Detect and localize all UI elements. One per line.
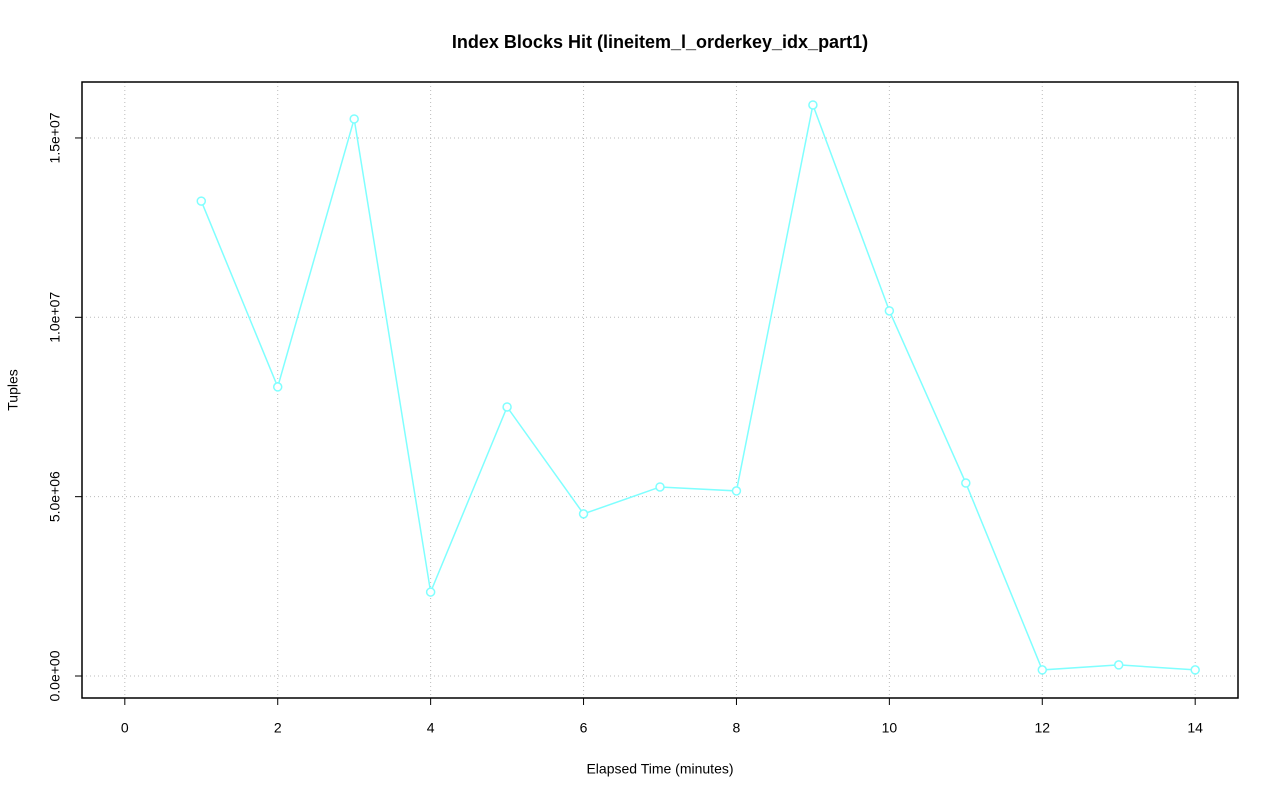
data-line <box>200 102 1196 671</box>
chart-title: Index Blocks Hit (lineitem_l_orderkey_id… <box>452 32 868 52</box>
data-point <box>884 306 895 316</box>
data-point <box>272 382 283 392</box>
y-tick-label: 1.0e+07 <box>47 292 63 343</box>
x-tick-label: 6 <box>580 720 588 736</box>
y-tick-label: 0.0e+00 <box>47 650 63 701</box>
x-tick-label: 14 <box>1187 720 1203 736</box>
y-axis-label: Tuples <box>5 369 21 411</box>
data-point <box>961 478 971 488</box>
x-tick-label: 2 <box>274 720 282 736</box>
y-tick-label: 1.5e+07 <box>47 112 63 163</box>
x-axis-label: Elapsed Time (minutes) <box>586 761 733 777</box>
data-point <box>196 196 207 206</box>
x-tick-label: 4 <box>427 720 435 736</box>
x-tick-label: 12 <box>1034 720 1050 736</box>
data-point <box>808 100 818 110</box>
data-point <box>1113 660 1124 670</box>
x-tick-label: 0 <box>121 720 129 736</box>
data-point <box>1037 665 1048 675</box>
x-tick-label: 10 <box>882 720 898 736</box>
y-tick-label: 5.0e+06 <box>47 471 63 522</box>
x-tick-label: 8 <box>733 720 741 736</box>
data-point <box>731 486 742 496</box>
data-point <box>349 114 359 124</box>
data-point <box>425 587 436 597</box>
data-point <box>1190 665 1200 675</box>
plot-frame <box>81 81 1239 699</box>
data-point <box>502 402 512 412</box>
data-point <box>655 482 665 492</box>
data-point <box>578 509 589 519</box>
